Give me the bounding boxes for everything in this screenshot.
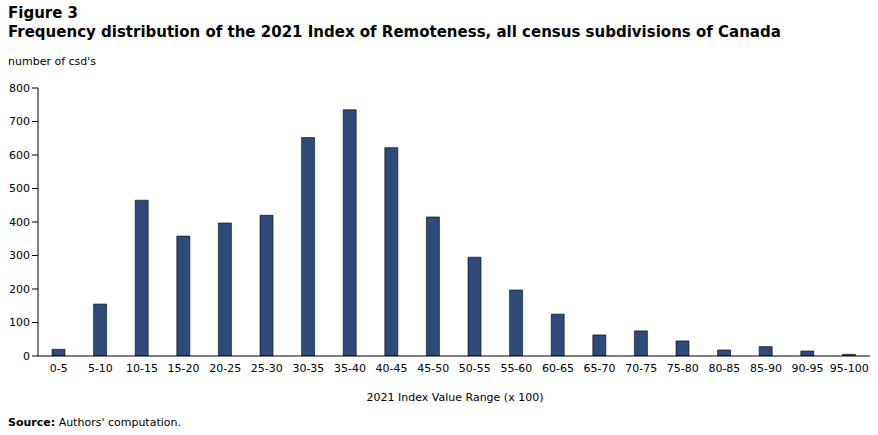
svg-text:25-30: 25-30 [251, 362, 283, 375]
svg-text:95-100: 95-100 [830, 362, 869, 375]
svg-text:80-85: 80-85 [708, 362, 740, 375]
svg-text:5-10: 5-10 [88, 362, 113, 375]
html-text:Frequency distribution of the: Frequency distribution of the 2021 Index… [8, 23, 781, 41]
svg-text:55-60: 55-60 [500, 362, 532, 375]
svg-text:200: 200 [9, 283, 30, 296]
svg-text:30-35: 30-35 [292, 362, 324, 375]
svg-text:60-65: 60-65 [542, 362, 574, 375]
html-text:2021 Index Value Range (x 100): 2021 Index Value Range (x 100) [366, 391, 544, 404]
svg-text:700: 700 [9, 115, 30, 128]
svg-text:45-50: 45-50 [417, 362, 449, 375]
svg-text:15-20: 15-20 [168, 362, 200, 375]
svg-text:0: 0 [23, 350, 30, 363]
svg-text:0-5: 0-5 [50, 362, 68, 375]
svg-text:90-95: 90-95 [792, 362, 824, 375]
svg-text:300: 300 [9, 249, 30, 262]
svg-text:400: 400 [9, 216, 30, 229]
svg-text:75-80: 75-80 [667, 362, 699, 375]
svg-text:40-45: 40-45 [376, 362, 408, 375]
svg-text:35-40: 35-40 [334, 362, 366, 375]
svg-text:20-25: 20-25 [209, 362, 241, 375]
svg-text:800: 800 [9, 82, 30, 95]
svg-text:85-90: 85-90 [750, 362, 782, 375]
svg-text:70-75: 70-75 [625, 362, 657, 375]
svg-text:65-70: 65-70 [584, 362, 616, 375]
svg-text:10-15: 10-15 [126, 362, 158, 375]
html-text:Source: Authors' computation.: Source: Authors' computation. [8, 416, 181, 429]
html-text:Figure 3: Figure 3 [8, 4, 78, 22]
svg-text:500: 500 [9, 182, 30, 195]
svg-text:50-55: 50-55 [459, 362, 491, 375]
html-text:number of csd's: number of csd's [8, 55, 96, 68]
svg-text:100: 100 [9, 316, 30, 329]
svg-text:600: 600 [9, 149, 30, 162]
